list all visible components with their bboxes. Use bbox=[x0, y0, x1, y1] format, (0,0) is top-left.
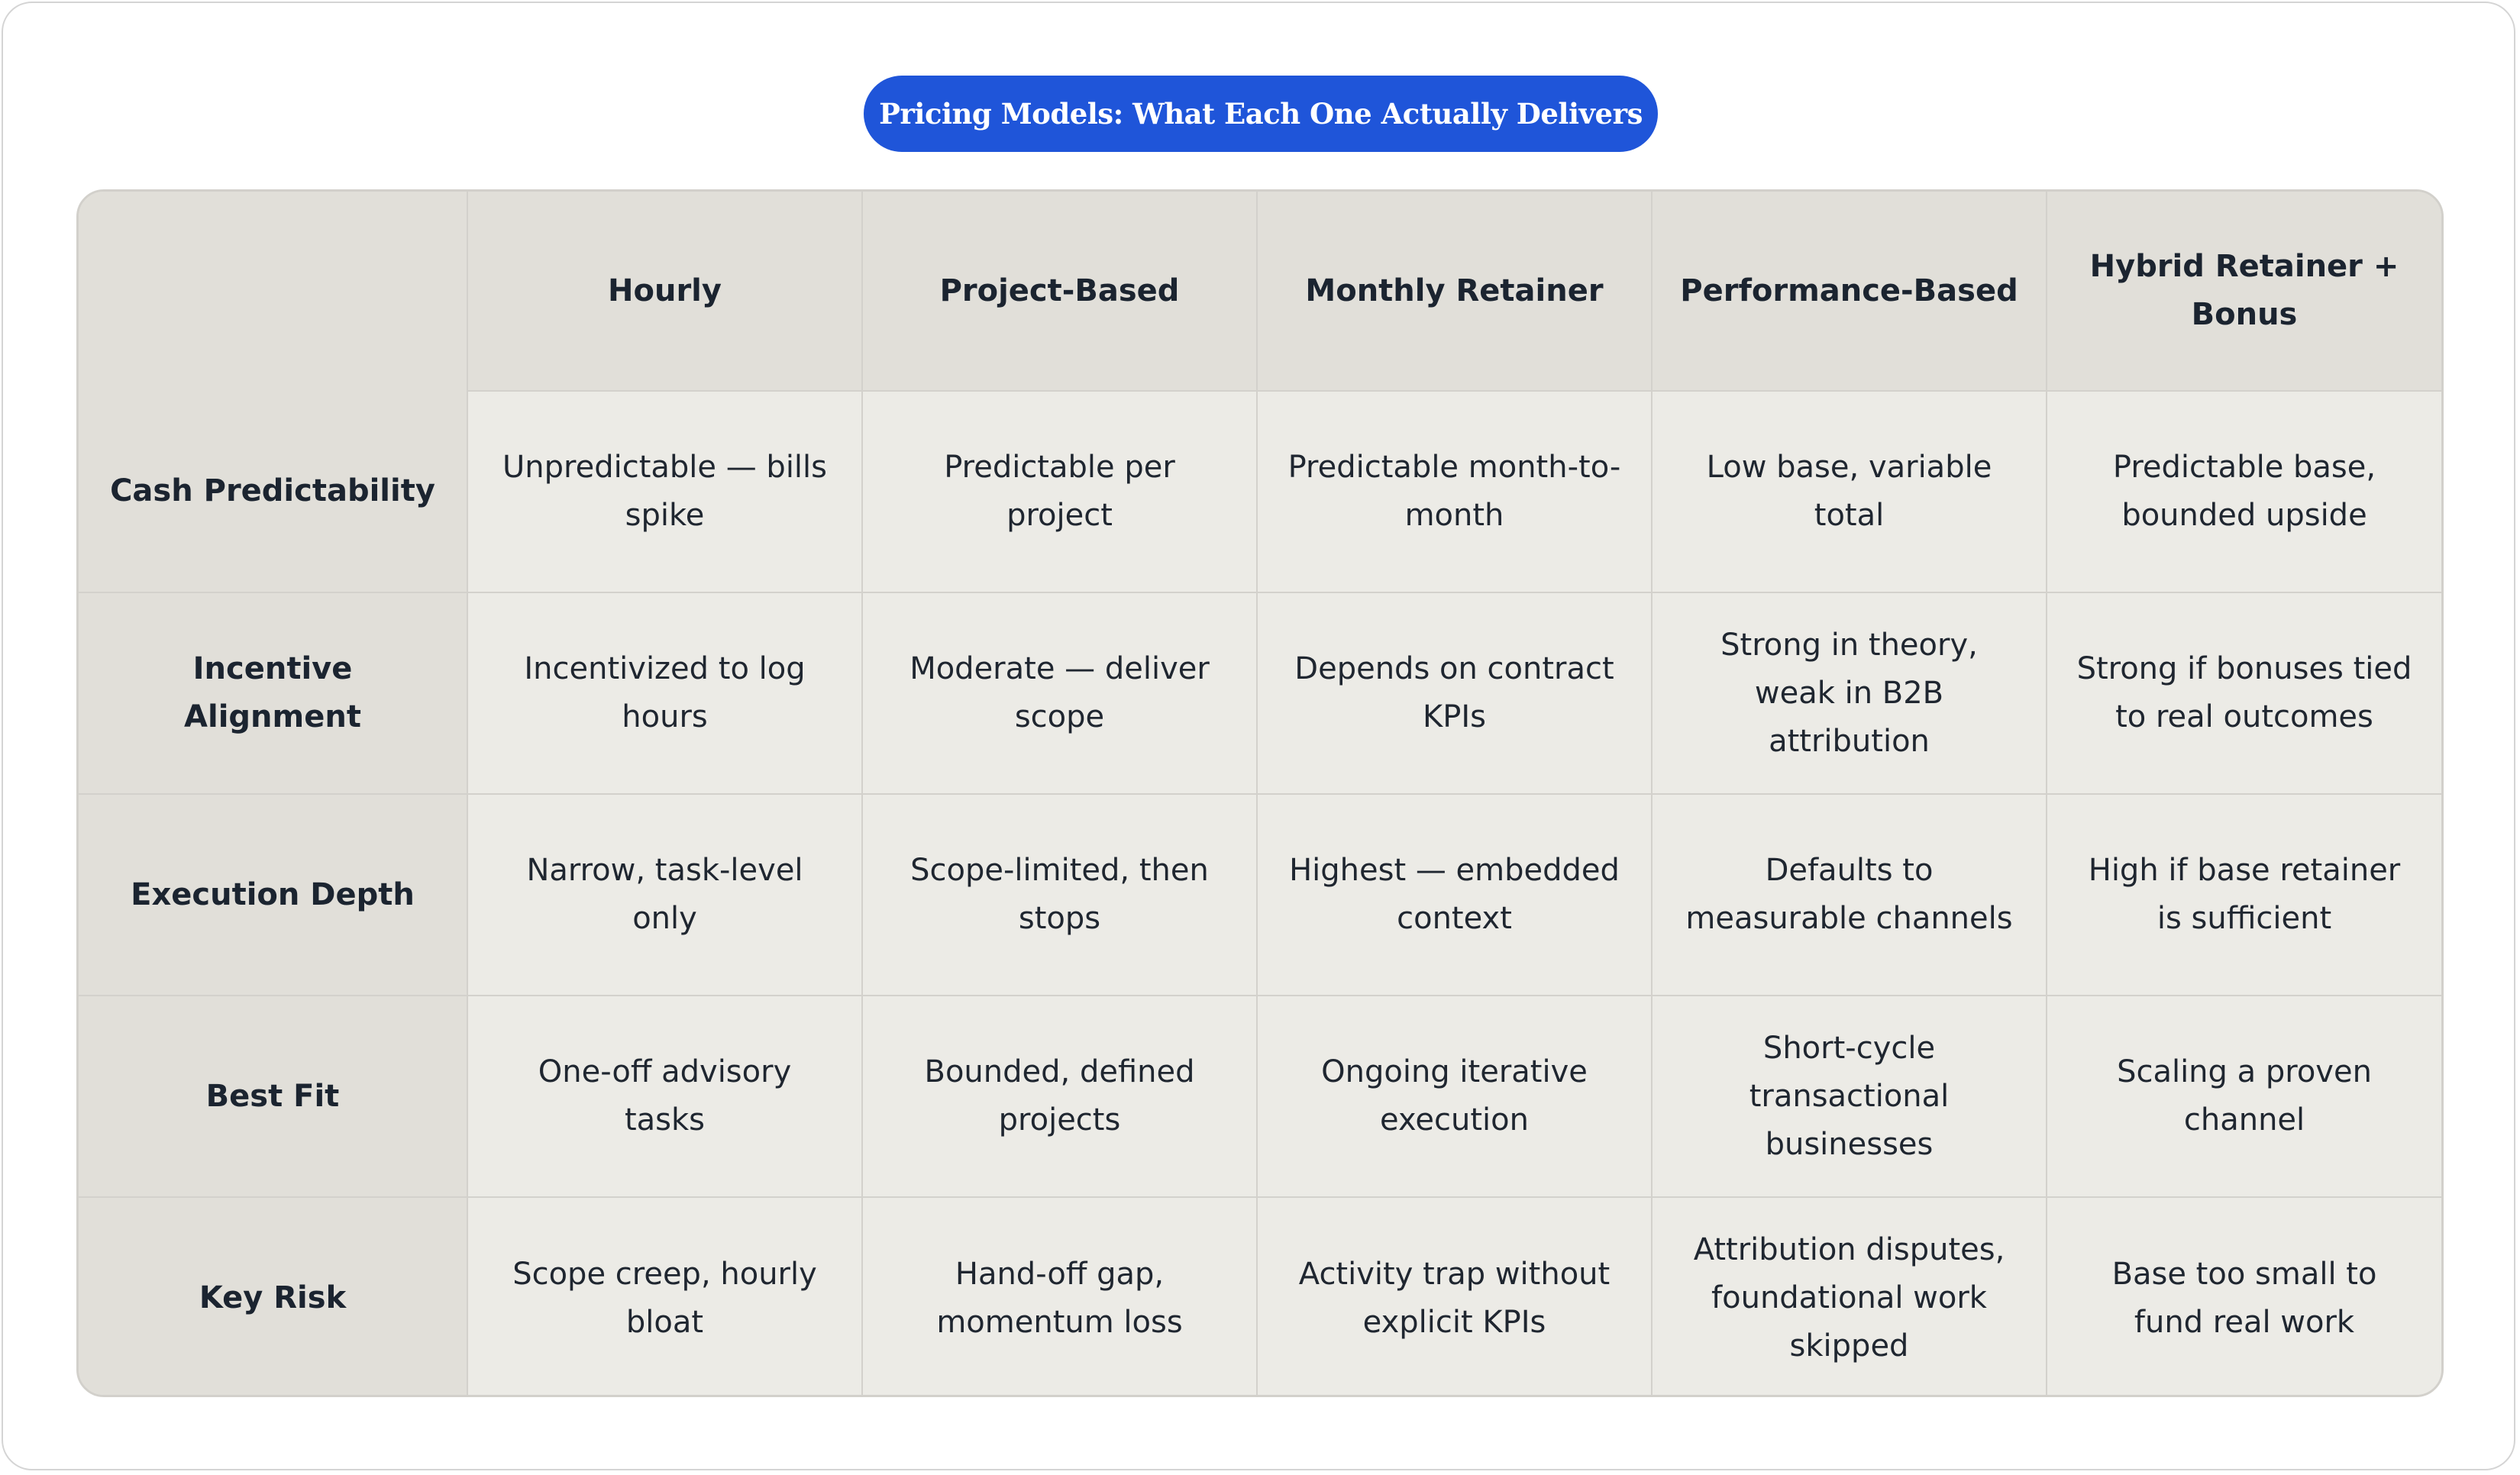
table-cell: Defaults to measurable channels bbox=[1651, 793, 2047, 996]
table-row: Execution Depth Narrow, task-level only … bbox=[79, 793, 2441, 996]
table-cell: Highest — embedded context bbox=[1256, 793, 1653, 996]
table-cell: Depends on contract KPIs bbox=[1256, 592, 1653, 795]
table-cell: High if base retainer is sufficient bbox=[2046, 793, 2441, 996]
comparison-table: Hourly Project-Based Monthly Retainer Pe… bbox=[76, 189, 2444, 1397]
row-header-incentive-alignment: Incentive Alignment bbox=[79, 592, 468, 795]
table-cell: Attribution disputes, foundational work … bbox=[1651, 1196, 2047, 1395]
table-cell: Scaling a proven channel bbox=[2046, 995, 2441, 1198]
table-cell: Hand-off gap, momentum loss bbox=[861, 1196, 1258, 1395]
column-header-monthly-retainer: Monthly Retainer bbox=[1256, 192, 1653, 391]
table-cell: Activity trap without explicit KPIs bbox=[1256, 1196, 1653, 1395]
table-cell: Base too small to fund real work bbox=[2046, 1196, 2441, 1395]
row-header-best-fit: Best Fit bbox=[79, 995, 468, 1198]
table-cell: Strong if bonuses tied to real outcomes bbox=[2046, 592, 2441, 795]
table-cell: Moderate — deliver scope bbox=[861, 592, 1258, 795]
table-cell: One-off advisory tasks bbox=[467, 995, 863, 1198]
table-cell: Low base, variable total bbox=[1651, 390, 2047, 593]
table-cell: Short-cycle transactional businesses bbox=[1651, 995, 2047, 1198]
table-cell: Predictable base, bounded upside bbox=[2046, 390, 2441, 593]
column-header-project-based: Project-Based bbox=[861, 192, 1258, 391]
table-cell: Predictable per project bbox=[861, 390, 1258, 593]
table-row: Key Risk Scope creep, hourly bloat Hand-… bbox=[79, 1196, 2441, 1395]
table-cell: Narrow, task-level only bbox=[467, 793, 863, 996]
table-cell: Predictable month-to-month bbox=[1256, 390, 1653, 593]
table-cell: Incentivized to log hours bbox=[467, 592, 863, 795]
table-row: Incentive Alignment Incentivized to log … bbox=[79, 592, 2441, 795]
table-cell: Bounded, defined projects bbox=[861, 995, 1258, 1198]
table-cell: Unpredictable — bills spike bbox=[467, 390, 863, 593]
column-header-hybrid: Hybrid Retainer + Bonus bbox=[2046, 192, 2441, 391]
corner-cell bbox=[79, 192, 468, 391]
table-cell: Ongoing iterative execution bbox=[1256, 995, 1653, 1198]
row-header-execution-depth: Execution Depth bbox=[79, 793, 468, 996]
table-cell: Scope creep, hourly bloat bbox=[467, 1196, 863, 1395]
table-cell: Scope-limited, then stops bbox=[861, 793, 1258, 996]
page-title: Pricing Models: What Each One Actually D… bbox=[864, 76, 1658, 152]
table-row: Best Fit One-off advisory tasks Bounded,… bbox=[79, 995, 2441, 1198]
header-row: Hourly Project-Based Monthly Retainer Pe… bbox=[79, 192, 2441, 391]
table-cell: Strong in theory, weak in B2B attributio… bbox=[1651, 592, 2047, 795]
column-header-performance-based: Performance-Based bbox=[1651, 192, 2047, 391]
row-header-key-risk: Key Risk bbox=[79, 1196, 468, 1395]
row-header-cash-predictability: Cash Predictability bbox=[79, 391, 468, 593]
table-row: Cash Predictability Unpredictable — bill… bbox=[79, 390, 2441, 593]
column-header-hourly: Hourly bbox=[467, 192, 863, 391]
